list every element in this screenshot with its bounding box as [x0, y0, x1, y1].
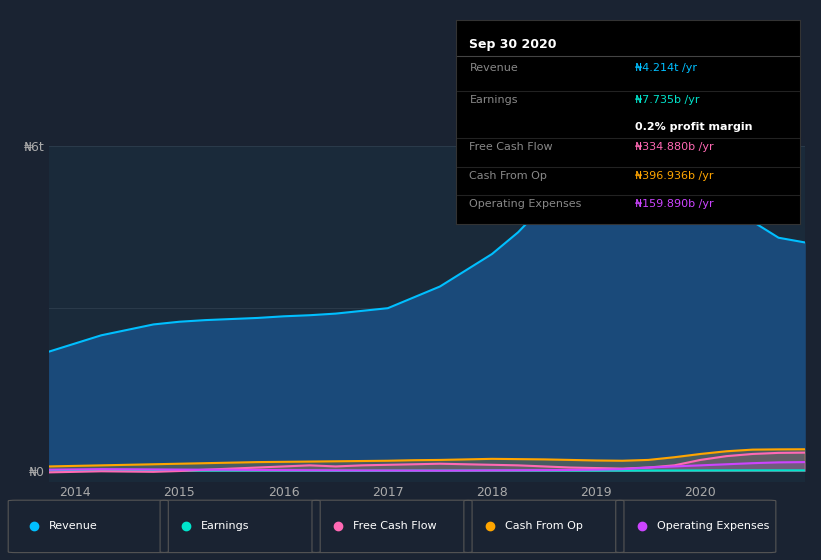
- Text: ₦159.890b /yr: ₦159.890b /yr: [635, 199, 713, 209]
- Text: Earnings: Earnings: [470, 95, 518, 105]
- Text: Operating Expenses: Operating Expenses: [470, 199, 582, 209]
- Text: ₦396.936b /yr: ₦396.936b /yr: [635, 171, 713, 181]
- Text: Cash From Op: Cash From Op: [470, 171, 548, 181]
- Text: Cash From Op: Cash From Op: [505, 521, 583, 531]
- Text: Free Cash Flow: Free Cash Flow: [353, 521, 437, 531]
- Text: Sep 30 2020: Sep 30 2020: [470, 38, 557, 51]
- Text: 0.2% profit margin: 0.2% profit margin: [635, 122, 753, 132]
- Text: ₦4.214t /yr: ₦4.214t /yr: [635, 63, 697, 73]
- Text: Earnings: Earnings: [201, 521, 250, 531]
- Text: ₦7.735b /yr: ₦7.735b /yr: [635, 95, 699, 105]
- Text: ₦334.880b /yr: ₦334.880b /yr: [635, 142, 713, 152]
- Text: Operating Expenses: Operating Expenses: [657, 521, 769, 531]
- Text: Free Cash Flow: Free Cash Flow: [470, 142, 553, 152]
- Text: Revenue: Revenue: [49, 521, 98, 531]
- Text: Revenue: Revenue: [470, 63, 518, 73]
